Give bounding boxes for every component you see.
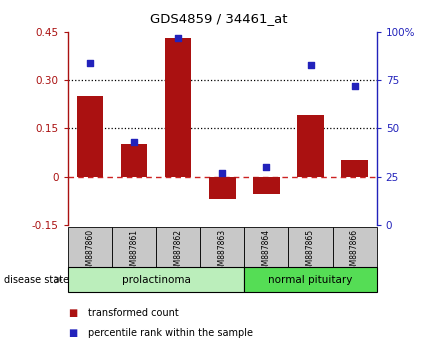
Bar xyxy=(77,96,103,177)
Text: GSM887865: GSM887865 xyxy=(306,229,315,275)
Point xyxy=(263,164,270,170)
Point xyxy=(351,83,358,89)
Text: GSM887862: GSM887862 xyxy=(174,229,183,275)
Point xyxy=(86,60,93,65)
Bar xyxy=(165,38,191,177)
Point xyxy=(219,170,226,176)
Bar xyxy=(244,227,289,267)
Bar xyxy=(209,177,236,199)
Text: GSM887864: GSM887864 xyxy=(262,229,271,275)
Bar xyxy=(121,144,147,177)
Text: GSM887861: GSM887861 xyxy=(130,229,138,275)
Bar xyxy=(200,227,244,267)
Text: normal pituitary: normal pituitary xyxy=(268,275,353,285)
Text: transformed count: transformed count xyxy=(88,308,178,318)
Point xyxy=(131,139,138,145)
Point xyxy=(307,62,314,68)
Text: disease state: disease state xyxy=(4,275,70,285)
Bar xyxy=(112,227,156,267)
Bar xyxy=(297,115,324,177)
Bar xyxy=(68,267,244,292)
Bar xyxy=(341,160,368,177)
Bar xyxy=(68,227,112,267)
Text: prolactinoma: prolactinoma xyxy=(122,275,191,285)
Text: ■: ■ xyxy=(68,328,77,338)
Point xyxy=(175,35,182,40)
Bar xyxy=(156,227,200,267)
Text: GSM887860: GSM887860 xyxy=(85,229,95,275)
Bar xyxy=(244,267,377,292)
Text: GSM887866: GSM887866 xyxy=(350,229,359,275)
Text: GSM887863: GSM887863 xyxy=(218,229,227,275)
Bar xyxy=(253,177,279,194)
Text: ■: ■ xyxy=(68,308,77,318)
Bar xyxy=(332,227,377,267)
Text: percentile rank within the sample: percentile rank within the sample xyxy=(88,328,253,338)
Bar xyxy=(289,227,332,267)
Text: GDS4859 / 34461_at: GDS4859 / 34461_at xyxy=(150,12,288,25)
